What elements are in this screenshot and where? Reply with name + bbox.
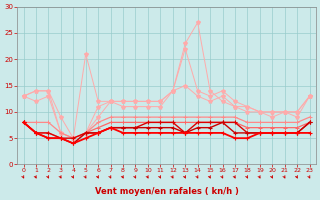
X-axis label: Vent moyen/en rafales ( kn/h ): Vent moyen/en rafales ( kn/h ) xyxy=(95,187,238,196)
